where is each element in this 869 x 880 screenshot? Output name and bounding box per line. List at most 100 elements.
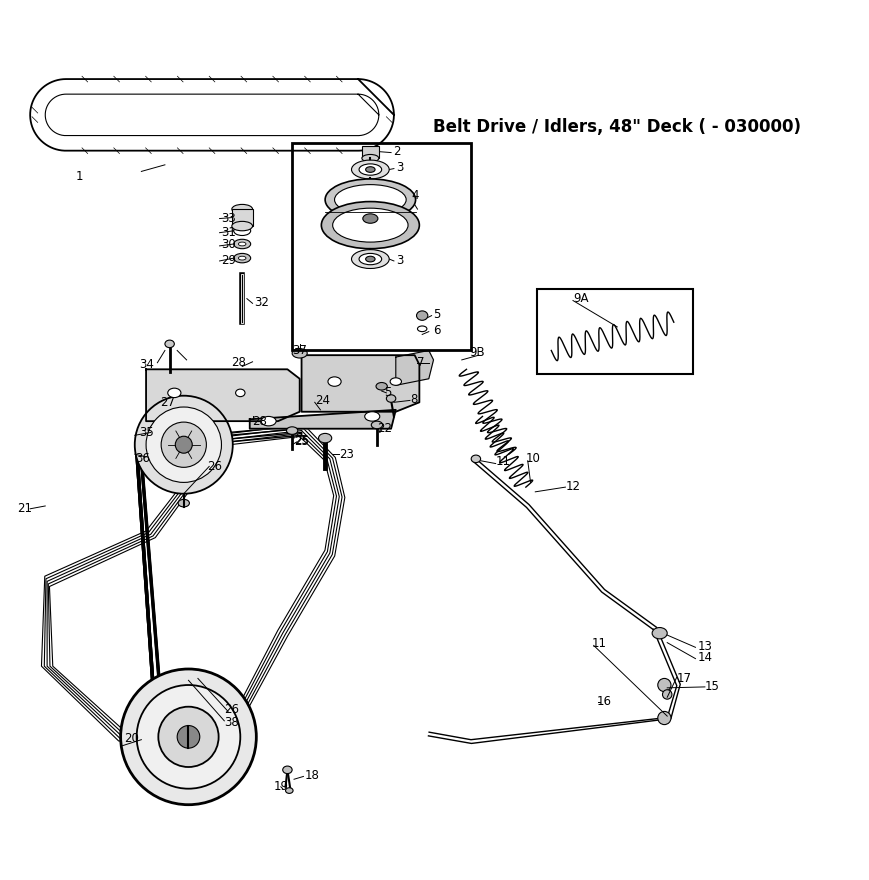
Text: 9B: 9B xyxy=(468,346,484,359)
Ellipse shape xyxy=(177,725,200,748)
Text: 8: 8 xyxy=(409,393,417,406)
Polygon shape xyxy=(395,350,433,385)
Text: 13: 13 xyxy=(697,640,712,653)
Text: 27: 27 xyxy=(160,396,175,409)
Text: 21: 21 xyxy=(17,502,32,516)
Ellipse shape xyxy=(335,185,406,215)
Text: 1: 1 xyxy=(76,170,83,183)
Bar xyxy=(536,290,692,374)
Text: 14: 14 xyxy=(697,651,712,664)
Text: 26: 26 xyxy=(224,703,239,716)
Text: 33: 33 xyxy=(222,212,236,225)
Ellipse shape xyxy=(657,711,670,724)
Polygon shape xyxy=(302,356,419,412)
Text: 38: 38 xyxy=(224,716,239,730)
Ellipse shape xyxy=(158,707,218,767)
Text: 35: 35 xyxy=(139,426,154,439)
Text: 32: 32 xyxy=(254,296,269,309)
Ellipse shape xyxy=(261,416,275,426)
Text: Belt Drive / Idlers, 48" Deck ( - 030000): Belt Drive / Idlers, 48" Deck ( - 030000… xyxy=(433,118,800,136)
Text: 11: 11 xyxy=(495,455,510,468)
Polygon shape xyxy=(146,370,299,422)
Ellipse shape xyxy=(351,160,388,179)
Ellipse shape xyxy=(365,166,375,172)
Ellipse shape xyxy=(661,690,671,699)
Ellipse shape xyxy=(328,377,341,386)
Ellipse shape xyxy=(238,256,246,260)
Text: 25: 25 xyxy=(294,436,308,449)
Ellipse shape xyxy=(318,434,331,443)
Ellipse shape xyxy=(375,383,387,390)
Text: 5: 5 xyxy=(384,386,391,400)
Ellipse shape xyxy=(175,436,192,453)
Text: 5: 5 xyxy=(433,308,441,321)
Text: 24: 24 xyxy=(315,394,329,407)
Text: 37: 37 xyxy=(292,344,307,357)
Text: 12: 12 xyxy=(565,480,580,493)
Text: 16: 16 xyxy=(596,695,611,708)
Ellipse shape xyxy=(292,348,307,358)
Text: 22: 22 xyxy=(376,422,392,436)
Ellipse shape xyxy=(161,422,206,467)
Text: 15: 15 xyxy=(704,680,719,693)
Ellipse shape xyxy=(238,242,246,246)
Ellipse shape xyxy=(168,388,181,398)
Ellipse shape xyxy=(231,222,252,231)
Ellipse shape xyxy=(359,164,381,175)
Ellipse shape xyxy=(389,378,401,385)
Ellipse shape xyxy=(652,627,667,639)
Ellipse shape xyxy=(351,250,388,268)
Ellipse shape xyxy=(365,256,375,262)
Text: 19: 19 xyxy=(273,781,288,793)
Text: 34: 34 xyxy=(139,358,154,371)
Ellipse shape xyxy=(371,422,382,429)
Ellipse shape xyxy=(359,253,381,265)
Bar xyxy=(231,209,252,226)
Text: 20: 20 xyxy=(124,732,139,745)
Text: 18: 18 xyxy=(304,769,319,782)
Text: 29: 29 xyxy=(222,253,236,267)
Ellipse shape xyxy=(321,202,419,249)
Ellipse shape xyxy=(135,396,233,494)
Text: 26: 26 xyxy=(207,460,222,473)
Bar xyxy=(292,143,471,350)
Text: 3: 3 xyxy=(395,161,402,174)
Ellipse shape xyxy=(231,204,252,214)
Ellipse shape xyxy=(362,214,377,224)
Ellipse shape xyxy=(325,179,415,220)
Text: 28: 28 xyxy=(252,414,267,428)
Ellipse shape xyxy=(146,407,222,482)
Text: 28: 28 xyxy=(230,356,245,370)
Text: 11: 11 xyxy=(591,637,606,650)
Ellipse shape xyxy=(285,788,293,794)
Ellipse shape xyxy=(178,499,189,507)
Text: 6: 6 xyxy=(433,324,441,337)
Text: 9A: 9A xyxy=(573,292,587,305)
Ellipse shape xyxy=(165,340,174,348)
Ellipse shape xyxy=(332,209,408,242)
Text: 31: 31 xyxy=(222,226,236,239)
Ellipse shape xyxy=(364,412,380,422)
Ellipse shape xyxy=(121,669,256,804)
Text: 4: 4 xyxy=(411,189,419,202)
Ellipse shape xyxy=(417,326,427,332)
Ellipse shape xyxy=(386,395,395,402)
Text: 25: 25 xyxy=(294,434,308,446)
Ellipse shape xyxy=(282,766,292,774)
Text: 7: 7 xyxy=(416,356,423,370)
Ellipse shape xyxy=(286,427,297,435)
Text: 30: 30 xyxy=(222,238,236,252)
Text: 3: 3 xyxy=(395,253,402,267)
Ellipse shape xyxy=(235,389,245,397)
Ellipse shape xyxy=(234,239,250,249)
Bar xyxy=(362,146,378,158)
Ellipse shape xyxy=(362,155,378,162)
Text: 36: 36 xyxy=(135,452,149,466)
Ellipse shape xyxy=(657,678,670,692)
Text: 17: 17 xyxy=(676,672,691,685)
Ellipse shape xyxy=(416,311,428,320)
Text: 2: 2 xyxy=(393,145,400,158)
Polygon shape xyxy=(249,410,395,429)
Ellipse shape xyxy=(471,455,480,463)
Text: 10: 10 xyxy=(525,452,541,466)
